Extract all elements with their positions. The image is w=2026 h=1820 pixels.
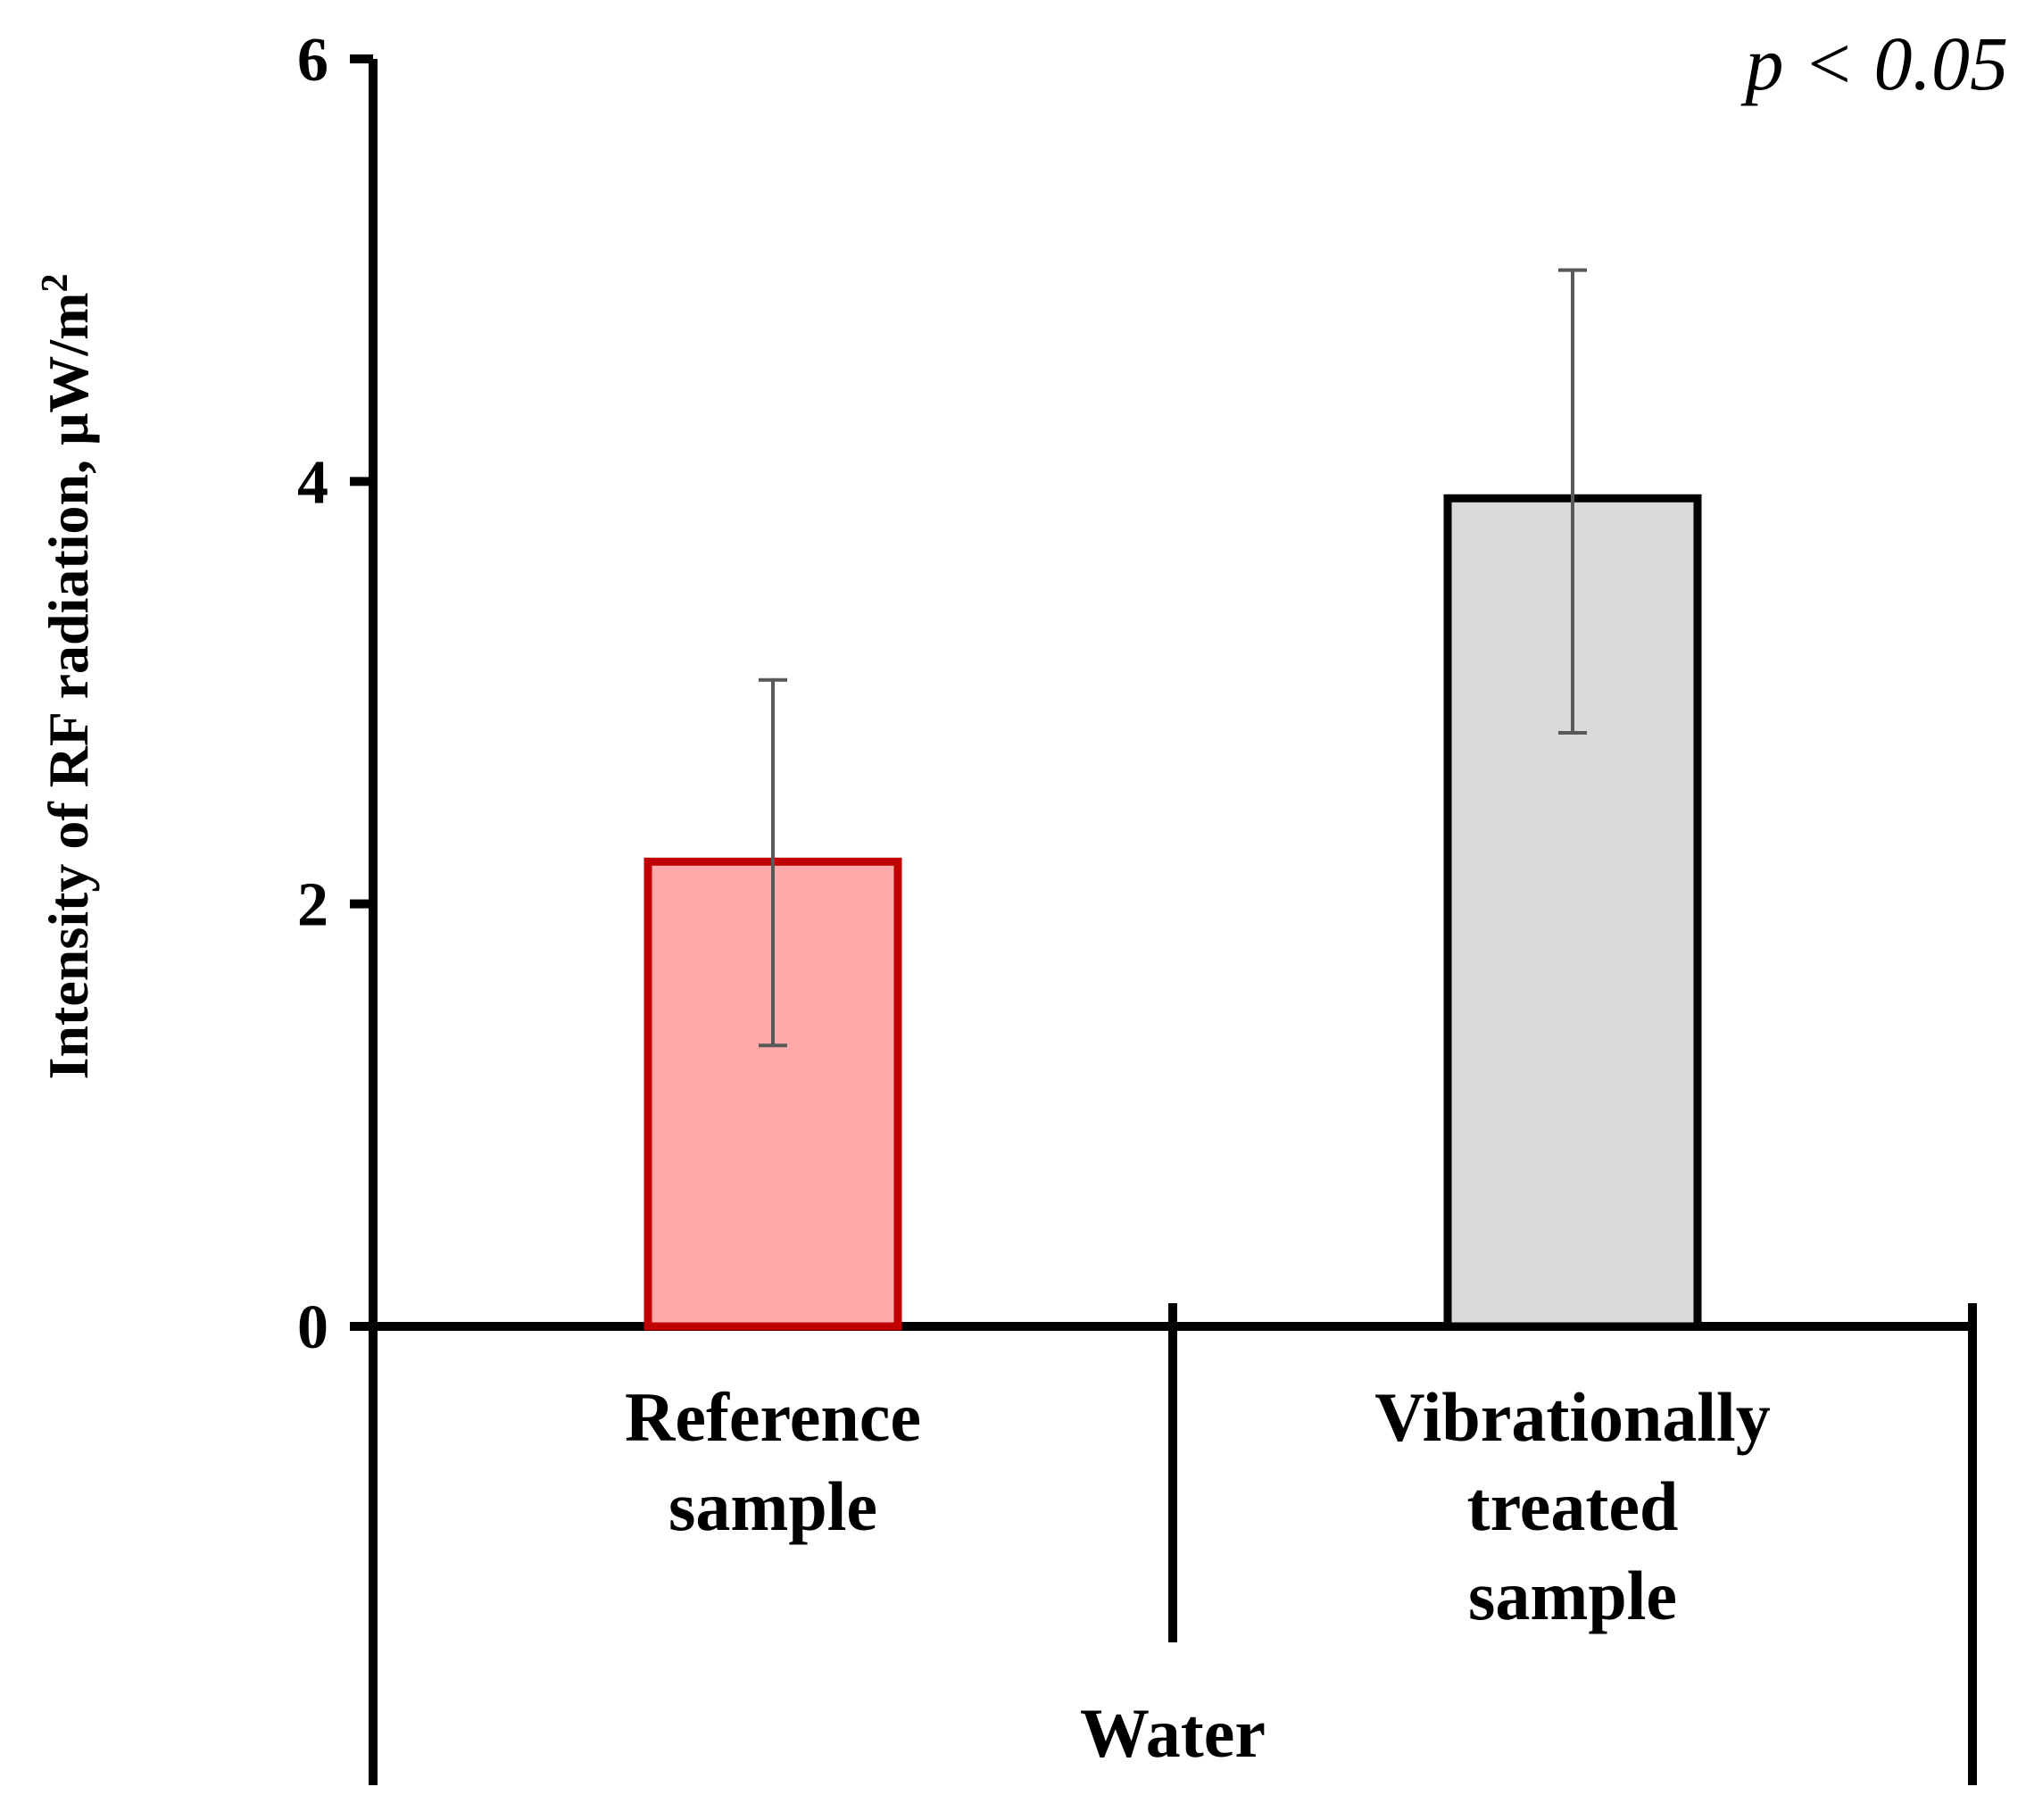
y-tick-label: 0	[297, 1293, 328, 1362]
y-tick-label: 2	[297, 871, 328, 940]
significance-annotation: p < 0.05	[1740, 21, 2008, 106]
group-label: Water	[1080, 1694, 1266, 1772]
category-label-line: sample	[668, 1467, 877, 1545]
category-label-line: Vibrationally	[1374, 1378, 1770, 1456]
category-label-line: Reference	[625, 1378, 921, 1456]
y-axis-label: Intensity of RF radiation, μW/m2	[35, 274, 100, 1080]
category-label-line: sample	[1468, 1557, 1677, 1634]
axes	[350, 54, 1977, 1785]
labels: p < 0.05 Intensity of RF radiation, μW/m…	[35, 21, 2008, 1772]
bars	[644, 494, 1702, 1331]
y-axis-label-text: Intensity of RF radiation, μW/m	[37, 293, 100, 1080]
y-axis-label-superscript: 2	[35, 274, 76, 293]
y-tick-label: 6	[297, 26, 328, 95]
y-tick-label: 4	[297, 448, 328, 517]
category-label-line: treated	[1467, 1467, 1679, 1545]
error-bars	[759, 268, 1587, 1048]
